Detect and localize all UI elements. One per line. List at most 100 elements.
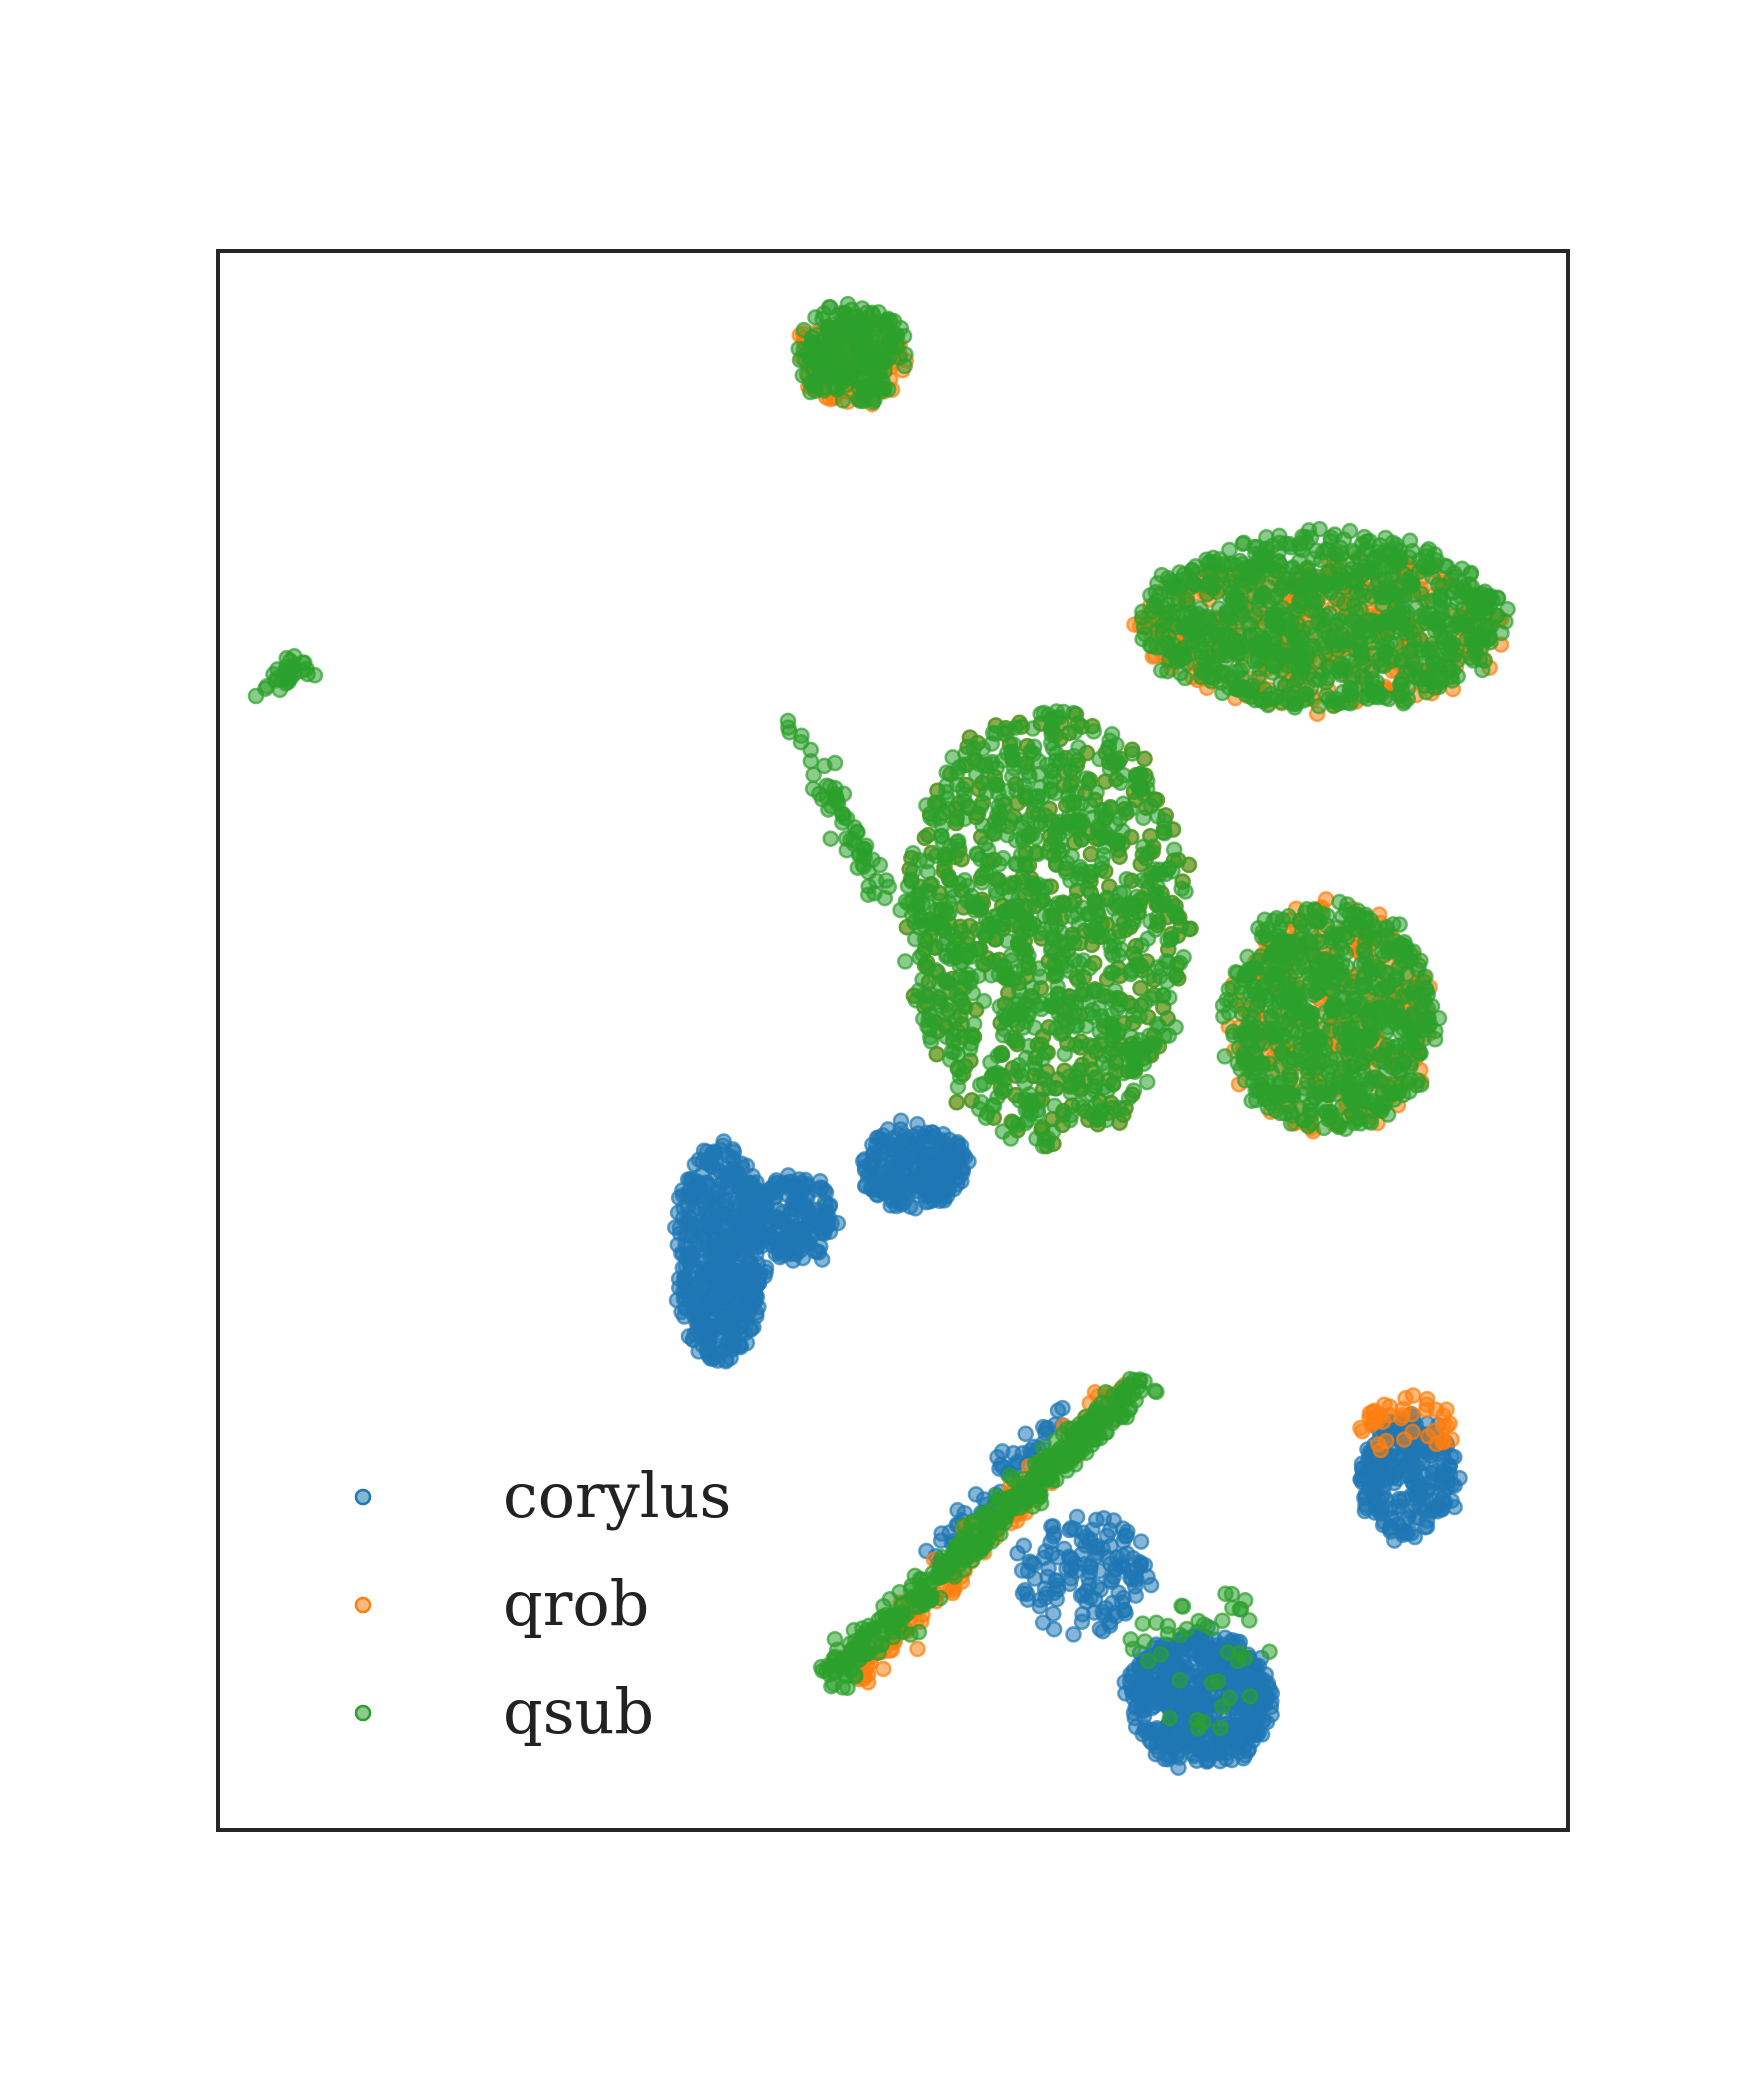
point-qrob <box>1395 1431 1413 1448</box>
point-qsub <box>977 835 994 852</box>
point-qsub <box>1101 760 1119 778</box>
point-qsub <box>1004 750 1021 767</box>
point-qsub <box>1048 995 1065 1013</box>
point-corylus <box>673 1245 690 1262</box>
point-corylus <box>733 1159 751 1176</box>
point-qsub <box>945 1043 963 1060</box>
point-qrob <box>875 1660 892 1678</box>
point-corylus <box>1061 1521 1078 1539</box>
point-corylus <box>1037 1589 1054 1607</box>
point-qsub <box>938 764 955 781</box>
point-qsub <box>1020 899 1038 917</box>
point-corylus <box>1115 1589 1132 1607</box>
point-qrob <box>1366 1402 1383 1420</box>
point-qsub <box>1087 920 1105 937</box>
point-corylus <box>1386 1532 1403 1549</box>
point-qsub <box>1124 1006 1142 1024</box>
point-qsub <box>1027 1060 1044 1077</box>
point-qsub <box>928 1045 945 1063</box>
point-corylus <box>923 1154 940 1171</box>
point-qsub <box>1085 723 1102 740</box>
point-qsub <box>958 947 976 964</box>
point-qrob <box>1317 891 1335 908</box>
point-qsub <box>1070 1061 1087 1079</box>
point-qrob <box>1441 1415 1458 1432</box>
point-corylus <box>1383 1469 1401 1487</box>
point-qsub <box>1111 848 1128 865</box>
point-corylus <box>702 1157 720 1175</box>
point-corylus <box>784 1194 801 1212</box>
point-corylus <box>1414 1486 1432 1503</box>
point-qsub <box>1013 718 1030 735</box>
point-corylus <box>722 1229 739 1247</box>
point-corylus <box>807 1181 825 1198</box>
point-corylus <box>718 1183 736 1201</box>
point-qsub <box>1123 961 1140 978</box>
point-qsub <box>938 948 955 965</box>
series-qsub <box>247 295 1516 1737</box>
point-qsub <box>974 954 991 972</box>
point-corylus <box>752 1232 770 1249</box>
point-corylus <box>740 1252 758 1270</box>
point-qsub <box>1078 770 1095 787</box>
point-qsub <box>1077 985 1094 1003</box>
point-corylus <box>1194 1649 1211 1666</box>
point-corylus <box>811 1238 829 1255</box>
point-corylus <box>1115 1557 1132 1575</box>
point-qsub <box>1043 726 1060 743</box>
point-qsub <box>912 885 929 903</box>
point-qsub <box>989 906 1006 924</box>
point-qsub <box>956 998 974 1016</box>
point-qsub <box>1016 1091 1034 1108</box>
point-qsub <box>1140 968 1157 986</box>
point-corylus <box>792 1183 809 1200</box>
point-corylus <box>1097 1600 1115 1617</box>
point-qsub <box>1030 960 1048 977</box>
point-qsub <box>1138 1073 1156 1091</box>
point-qsub <box>983 755 1000 773</box>
point-corylus <box>1185 1747 1203 1765</box>
point-corylus <box>1049 1402 1067 1419</box>
point-qsub <box>1029 787 1047 805</box>
point-corylus <box>1185 1690 1202 1707</box>
point-corylus <box>1166 1642 1184 1660</box>
point-qsub <box>948 1094 965 1111</box>
point-qsub <box>1008 1032 1026 1050</box>
point-qsub <box>1146 861 1164 878</box>
point-corylus <box>750 1207 767 1224</box>
point-corylus <box>1014 1585 1032 1602</box>
point-qsub <box>979 1104 996 1122</box>
point-corylus <box>936 1192 953 1209</box>
point-qsub <box>1070 972 1087 989</box>
point-corylus <box>686 1222 703 1240</box>
point-qrob <box>909 1640 926 1658</box>
point-qsub <box>1159 931 1176 949</box>
point-qsub <box>975 992 993 1010</box>
point-qsub <box>938 1006 956 1023</box>
point-qsub <box>1020 921 1038 938</box>
point-qsub <box>1113 941 1130 958</box>
point-corylus <box>1126 1709 1144 1727</box>
point-corylus <box>707 1215 725 1233</box>
point-corylus <box>1017 1425 1034 1443</box>
point-corylus <box>736 1324 754 1342</box>
point-qsub <box>979 855 996 873</box>
point-qsub <box>919 864 937 881</box>
point-corylus <box>1073 1613 1091 1631</box>
point-corylus <box>674 1186 692 1204</box>
point-corylus <box>1116 1673 1134 1691</box>
point-corylus <box>1081 1557 1099 1575</box>
point-qsub <box>988 871 1006 888</box>
point-qsub <box>1034 1137 1052 1155</box>
point-qsub <box>1044 1123 1062 1141</box>
point-qsub <box>1156 825 1173 842</box>
point-corylus <box>768 1239 786 1256</box>
point-qsub <box>1019 1111 1036 1129</box>
point-corylus <box>680 1328 698 1345</box>
point-qsub <box>944 1026 962 1043</box>
point-qsub <box>1080 863 1098 881</box>
point-corylus <box>820 1209 838 1226</box>
point-qsub <box>950 875 968 892</box>
point-corylus <box>1092 1581 1109 1599</box>
